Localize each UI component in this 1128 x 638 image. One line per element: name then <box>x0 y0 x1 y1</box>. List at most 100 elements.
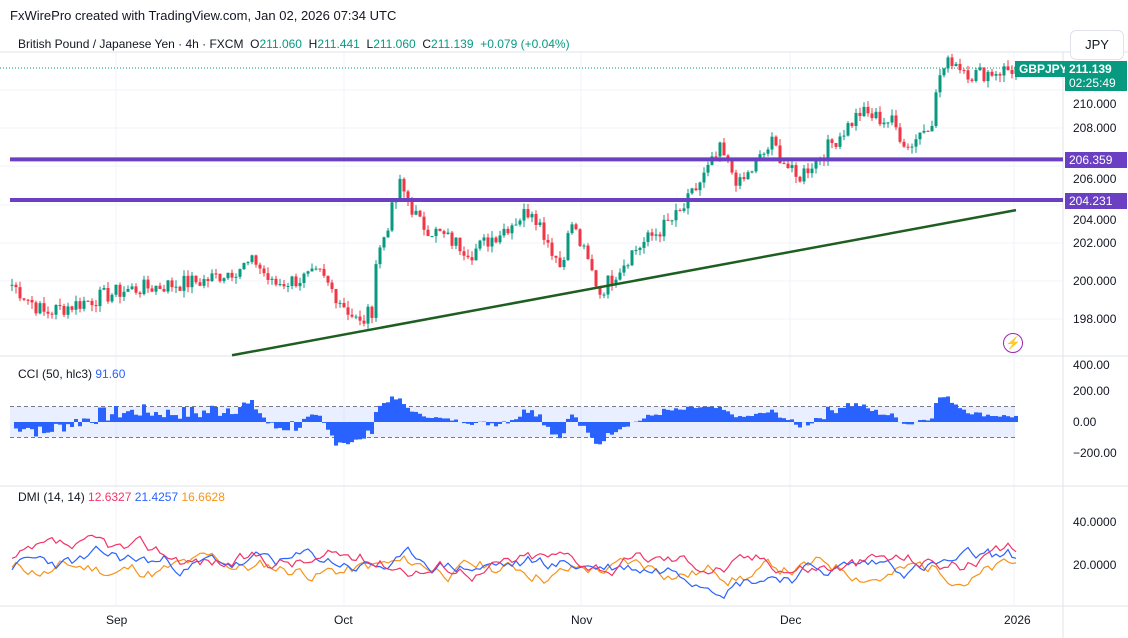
cci-bar <box>254 409 258 422</box>
candle-body <box>962 70 966 72</box>
cci-axis-label: 400.00 <box>1073 358 1110 372</box>
high-value: 211.441 <box>317 37 360 51</box>
cci-bar <box>502 421 506 422</box>
candle-body <box>482 237 486 241</box>
cci-bar <box>818 418 822 422</box>
cci-bar <box>406 407 410 422</box>
candle-body <box>154 285 158 292</box>
candle-body <box>182 275 186 291</box>
candle-body <box>790 165 794 169</box>
cci-bar <box>638 420 642 422</box>
candle-body <box>682 208 686 211</box>
cci-bar <box>918 420 922 422</box>
candle-body <box>486 237 490 247</box>
candle-body <box>34 302 38 314</box>
candle-body <box>698 182 702 191</box>
close-value: 211.139 <box>431 37 474 51</box>
cci-bar <box>786 419 790 422</box>
candle-body <box>170 280 174 288</box>
candle-body <box>730 159 734 173</box>
cci-bar <box>946 396 950 422</box>
symbol-legend: British Pound / Japanese Yen · 4h · FXCM… <box>18 37 570 51</box>
cci-bar <box>46 422 50 433</box>
cci-bar <box>766 412 770 422</box>
candle-body <box>530 213 534 218</box>
cci-bar <box>1014 415 1018 422</box>
cci-bar <box>466 422 470 424</box>
cci-axis-label: −200.00 <box>1073 446 1117 460</box>
cci-bar <box>546 422 550 427</box>
cci-bar <box>574 417 578 422</box>
candle-body <box>674 210 678 221</box>
candle-body <box>966 70 970 80</box>
candle-body <box>326 275 330 283</box>
candle-body <box>114 284 118 295</box>
candle-body <box>506 228 510 234</box>
candle-body <box>110 294 114 302</box>
candle-body <box>878 111 882 125</box>
cci-bar <box>666 409 670 422</box>
cci-bar <box>414 411 418 422</box>
candle-body <box>774 136 778 146</box>
cci-bar <box>910 422 914 425</box>
cci-bar <box>174 415 178 422</box>
change-value: +0.079 (+0.04%) <box>480 37 570 51</box>
cci-bar <box>542 422 546 426</box>
candle-body <box>670 220 674 222</box>
candle-body <box>430 236 434 238</box>
time-axis-label: Sep <box>106 613 128 627</box>
candle-body <box>566 233 570 260</box>
cci-bar <box>330 422 334 436</box>
candle-body <box>42 303 46 312</box>
cci-bar <box>882 414 886 422</box>
cci-bar <box>238 407 242 422</box>
cci-bar <box>310 414 314 422</box>
candle-body <box>314 268 318 270</box>
cci-bar <box>434 417 438 422</box>
price-axis-label: 206.000 <box>1073 172 1117 186</box>
cci-bar <box>706 406 710 422</box>
cci-bar <box>770 409 774 422</box>
cci-bar <box>662 408 666 422</box>
candle-body <box>118 284 122 297</box>
cci-bar <box>98 407 102 422</box>
cci-bar <box>670 410 674 422</box>
cci-bar <box>390 396 394 422</box>
currency-button[interactable]: JPY <box>1070 30 1124 60</box>
candle-body <box>190 275 194 288</box>
cci-bar <box>594 422 598 444</box>
cci-bar <box>346 422 350 445</box>
candle-body <box>358 316 362 321</box>
candle-body <box>854 112 858 127</box>
cci-bar <box>18 422 22 432</box>
candle-body <box>858 112 862 117</box>
candle-body <box>650 232 654 236</box>
candle-body <box>1010 69 1014 74</box>
cci-bar <box>726 411 730 422</box>
lightning-icon[interactable]: ⚡ <box>1003 333 1023 353</box>
cci-bar <box>190 406 194 422</box>
cci-bar <box>410 411 414 422</box>
candle-body <box>950 57 954 67</box>
candle-body <box>70 306 74 310</box>
candle-body <box>302 273 306 283</box>
cci-bar <box>158 414 162 422</box>
candle-body <box>922 130 926 133</box>
cci-bar <box>166 409 170 422</box>
cci-bar <box>926 420 930 422</box>
cci-bar <box>778 417 782 422</box>
cci-bar <box>834 413 838 422</box>
candle-body <box>146 279 150 289</box>
candle-body <box>362 320 366 324</box>
candle-body <box>22 298 26 300</box>
cci-bar <box>854 403 858 422</box>
cci-bar <box>42 422 46 434</box>
cci-bar <box>558 422 562 439</box>
candle-body <box>10 284 14 286</box>
cci-bar <box>870 411 874 422</box>
cci-bar <box>1002 415 1006 422</box>
cci-bar <box>846 403 850 422</box>
candle-body <box>502 228 506 236</box>
